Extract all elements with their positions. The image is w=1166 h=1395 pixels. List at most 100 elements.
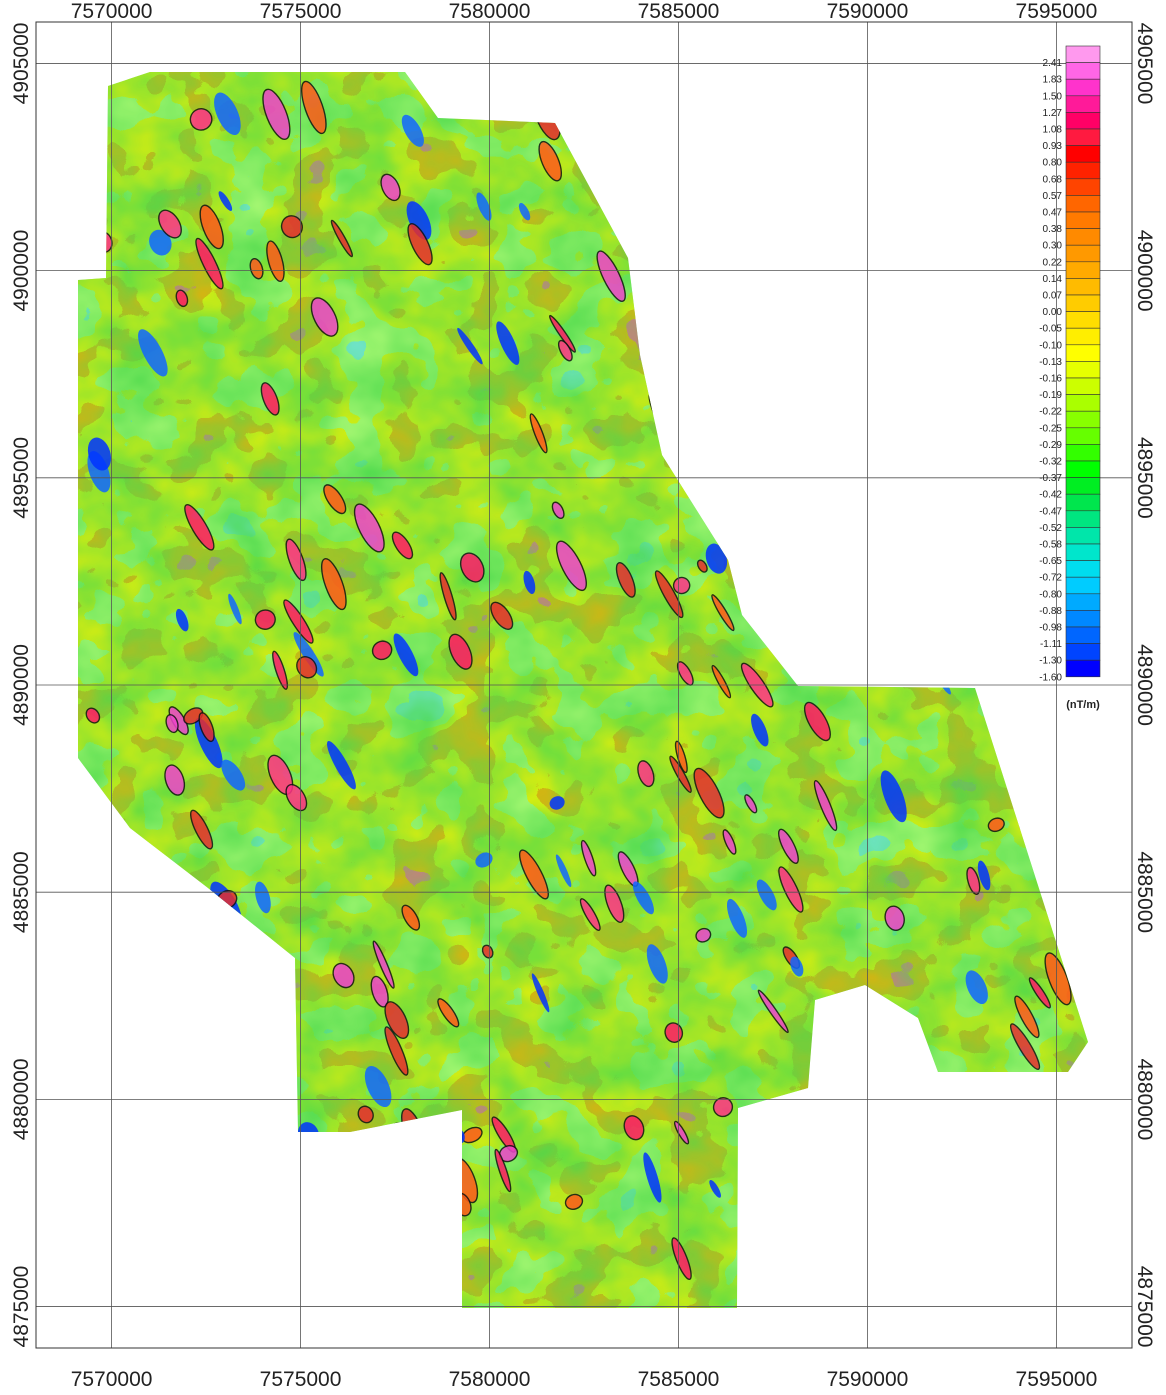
anomaly-body — [829, 141, 849, 166]
anomaly-body — [709, 1179, 721, 1198]
anomaly-body — [228, 593, 242, 625]
legend-swatch — [1065, 344, 1101, 362]
legend-swatch — [1065, 112, 1101, 130]
anomaly-body — [987, 817, 1005, 833]
anomaly-body — [204, 1093, 216, 1110]
anomaly-body — [87, 437, 112, 471]
anomaly-body — [255, 881, 271, 914]
anomaly-body — [280, 215, 303, 239]
anomaly-body — [994, 1099, 1013, 1130]
x-tick-label-top: 7595000 — [1016, 0, 1098, 23]
legend-label: 0.07 — [1043, 291, 1063, 302]
y-tick-label-right: 4880000 — [1133, 1058, 1156, 1140]
legend-swatch — [1065, 394, 1101, 412]
anomaly-body — [744, 794, 758, 814]
anomaly-body — [149, 229, 172, 256]
legend-swatch — [1065, 128, 1101, 146]
anomaly-body — [250, 1140, 276, 1183]
anomaly-body — [1002, 595, 1027, 634]
anomaly-body — [549, 796, 565, 810]
anomaly-body — [994, 1234, 1019, 1286]
anomaly-body — [596, 250, 626, 302]
anomaly-body — [370, 975, 389, 1008]
legend-swatch — [1065, 95, 1101, 113]
anomaly-body — [696, 559, 708, 573]
anomaly-body — [518, 202, 531, 221]
anomaly-body — [555, 854, 572, 888]
anomaly-body — [722, 829, 737, 855]
anomaly-body — [221, 759, 246, 791]
anomaly-body — [494, 1148, 512, 1193]
legend-label: 0.22 — [1043, 257, 1063, 268]
anomaly-body — [198, 712, 215, 743]
x-tick-label-top: 7570000 — [71, 0, 153, 23]
anomaly-body — [214, 92, 241, 136]
legend-swatch — [1065, 460, 1101, 478]
color-legend: 2.41 1.83 1.50 1.27 1.08 0.93 0.80 0.68 0.57 0.47… — [1039, 45, 1101, 711]
legend-swatch — [1065, 178, 1101, 196]
anomaly-body — [571, 108, 593, 140]
anomaly-body — [320, 558, 347, 611]
legend-label: -0.42 — [1039, 490, 1062, 501]
y-tick-label-left: 4895000 — [10, 437, 33, 519]
anomaly-body — [490, 601, 514, 631]
x-tick-label-bottom: 7570000 — [71, 1368, 153, 1391]
anomaly-body — [778, 1193, 799, 1239]
anomaly-body — [164, 764, 186, 796]
anomaly-body — [566, 72, 586, 99]
anomaly-body — [999, 123, 1030, 162]
y-tick-label-left: 4890000 — [10, 644, 33, 726]
y-tick-label-left: 4885000 — [10, 851, 33, 933]
anomaly-body — [195, 237, 224, 290]
anomaly-body — [788, 340, 808, 366]
anomaly-body — [740, 417, 767, 451]
anomaly-body — [154, 1147, 177, 1170]
legend-label: -0.10 — [1039, 340, 1062, 351]
anomaly-body — [604, 884, 625, 923]
legend-label: 1.50 — [1043, 91, 1063, 102]
x-tick-label-top: 7590000 — [827, 0, 909, 23]
anomaly-body — [332, 962, 355, 989]
legend-swatch — [1065, 261, 1101, 279]
anomaly-body — [353, 503, 385, 553]
anomaly-body — [646, 944, 668, 984]
legend-swatch — [1065, 576, 1101, 595]
anomaly-body — [272, 650, 289, 690]
legend-label: 0.00 — [1043, 307, 1063, 318]
x-tick-label-top: 7580000 — [449, 0, 531, 23]
anomaly-body — [687, 131, 710, 183]
legend-label: -0.52 — [1039, 523, 1062, 534]
anomaly-body — [803, 701, 831, 742]
legend-swatch — [1065, 560, 1101, 578]
legend-swatch — [1065, 510, 1101, 528]
legend-label: -0.47 — [1039, 506, 1062, 517]
anomaly-body — [880, 770, 907, 823]
anomaly-body — [439, 572, 457, 621]
anomaly-body — [693, 767, 725, 819]
anomaly-body — [401, 904, 421, 931]
legend-label: 0.38 — [1043, 224, 1063, 235]
anomaly-body — [894, 1021, 911, 1040]
anomaly-body — [551, 501, 565, 520]
legend-label: -0.80 — [1039, 589, 1062, 600]
anomaly-body — [531, 973, 550, 1013]
anomaly-body — [437, 998, 460, 1028]
legend-swatch — [1065, 361, 1101, 379]
anomaly-body — [623, 1115, 645, 1141]
legend-label: 0.57 — [1043, 191, 1063, 202]
anomaly-body — [668, 167, 690, 209]
anomaly-body — [966, 866, 981, 895]
anomaly-body — [1009, 1023, 1041, 1070]
coordinate-grid — [36, 22, 1132, 1348]
anomaly-body — [902, 1226, 918, 1247]
legend-swatch — [1065, 626, 1101, 644]
anomaly-body — [393, 633, 419, 677]
anomaly-body — [907, 1145, 935, 1186]
legend-label: -0.88 — [1039, 606, 1062, 617]
anomaly-body — [953, 1104, 969, 1123]
x-tick-label-top: 7575000 — [260, 0, 342, 23]
anomaly-body — [175, 289, 189, 308]
legend-swatch — [1065, 543, 1101, 561]
anomaly-body — [372, 940, 395, 989]
